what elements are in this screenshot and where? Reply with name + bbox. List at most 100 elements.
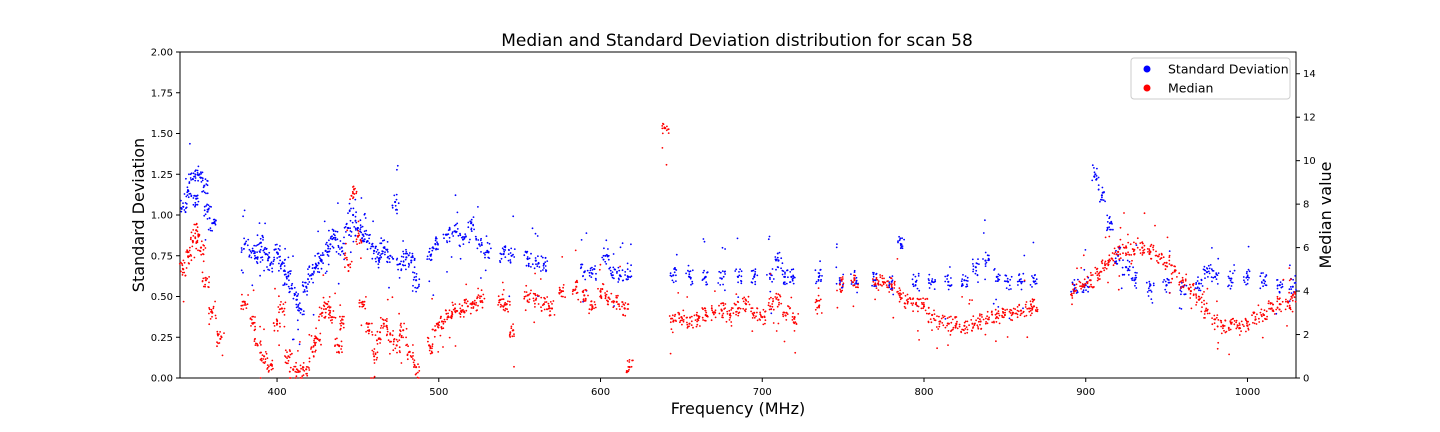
std-point xyxy=(933,288,936,290)
std-point xyxy=(285,275,288,278)
std-point xyxy=(734,270,737,272)
median-point xyxy=(327,300,330,303)
median-point xyxy=(1098,274,1101,277)
median-point xyxy=(985,321,987,323)
median-point xyxy=(561,256,564,258)
std-point xyxy=(196,203,199,206)
median-point xyxy=(940,317,943,320)
std-point xyxy=(371,257,374,260)
median-point xyxy=(508,300,511,303)
median-point xyxy=(1148,248,1151,251)
median-point xyxy=(319,332,322,335)
std-point xyxy=(307,278,309,280)
std-point xyxy=(378,257,381,259)
median-point xyxy=(842,282,845,285)
median-point xyxy=(182,300,185,303)
median-point xyxy=(209,318,212,320)
std-point xyxy=(263,248,266,251)
std-point xyxy=(259,248,262,251)
median-point xyxy=(669,352,672,355)
median-point xyxy=(663,127,666,130)
std-point xyxy=(1136,272,1138,274)
std-point xyxy=(415,275,417,278)
median-point xyxy=(206,277,209,280)
median-point xyxy=(1135,242,1137,245)
median-point xyxy=(192,229,195,231)
median-point xyxy=(481,301,484,304)
std-point xyxy=(203,205,206,208)
std-point xyxy=(1032,280,1035,283)
median-point xyxy=(1118,248,1121,250)
median-point xyxy=(608,298,611,300)
median-point xyxy=(328,305,330,308)
std-point xyxy=(531,227,534,230)
std-point xyxy=(706,271,709,274)
median-point xyxy=(308,369,311,371)
median-point xyxy=(294,365,297,368)
std-point xyxy=(815,282,817,285)
median-point xyxy=(899,296,901,299)
median-point xyxy=(998,322,1001,325)
std-point xyxy=(1292,278,1294,281)
median-point xyxy=(994,313,997,316)
median-point xyxy=(534,294,537,297)
std-point xyxy=(287,271,289,274)
std-point xyxy=(691,269,694,272)
x-tick-label: 800 xyxy=(914,387,933,398)
std-point xyxy=(431,249,434,252)
std-point xyxy=(1110,228,1112,231)
std-point xyxy=(283,265,286,267)
median-point xyxy=(672,319,675,322)
median-point xyxy=(1205,307,1208,310)
std-point xyxy=(480,237,482,240)
median-point xyxy=(682,319,685,321)
median-point xyxy=(1170,281,1172,284)
std-point xyxy=(470,228,473,231)
std-point xyxy=(415,279,418,282)
median-point xyxy=(1102,267,1104,270)
std-point xyxy=(603,247,605,250)
median-point xyxy=(498,301,500,304)
std-point xyxy=(839,281,842,283)
median-point xyxy=(312,355,315,358)
median-point xyxy=(1017,310,1020,313)
std-point xyxy=(724,270,726,273)
std-point xyxy=(602,258,605,261)
median-point xyxy=(558,291,561,294)
std-point xyxy=(769,278,771,280)
std-point xyxy=(348,234,350,237)
median-point xyxy=(623,307,626,309)
median-point xyxy=(454,311,457,314)
median-point xyxy=(244,304,247,306)
median-point xyxy=(1289,308,1292,311)
std-point xyxy=(671,279,674,282)
median-point xyxy=(911,304,914,306)
std-point xyxy=(258,222,261,225)
std-point xyxy=(459,257,462,260)
std-point xyxy=(1073,279,1076,281)
std-point xyxy=(1229,279,1232,282)
std-point xyxy=(447,233,450,236)
median-point xyxy=(974,322,976,325)
std-point xyxy=(241,249,243,251)
median-point xyxy=(1156,255,1159,258)
median-point xyxy=(280,301,282,303)
std-point xyxy=(296,319,299,322)
std-point xyxy=(771,280,773,283)
median-point xyxy=(884,281,887,284)
median-point xyxy=(386,318,388,320)
median-point xyxy=(323,305,326,308)
median-point xyxy=(321,315,323,317)
std-point xyxy=(672,274,675,277)
median-point xyxy=(440,326,443,328)
median-point xyxy=(360,257,362,259)
std-point xyxy=(1259,275,1262,278)
std-point xyxy=(446,241,449,244)
std-point xyxy=(295,291,298,294)
std-point xyxy=(1247,245,1250,248)
std-point xyxy=(1207,276,1209,278)
std-point xyxy=(1010,288,1012,290)
std-point xyxy=(1208,272,1211,275)
std-point xyxy=(944,280,947,283)
std-point xyxy=(200,172,203,175)
